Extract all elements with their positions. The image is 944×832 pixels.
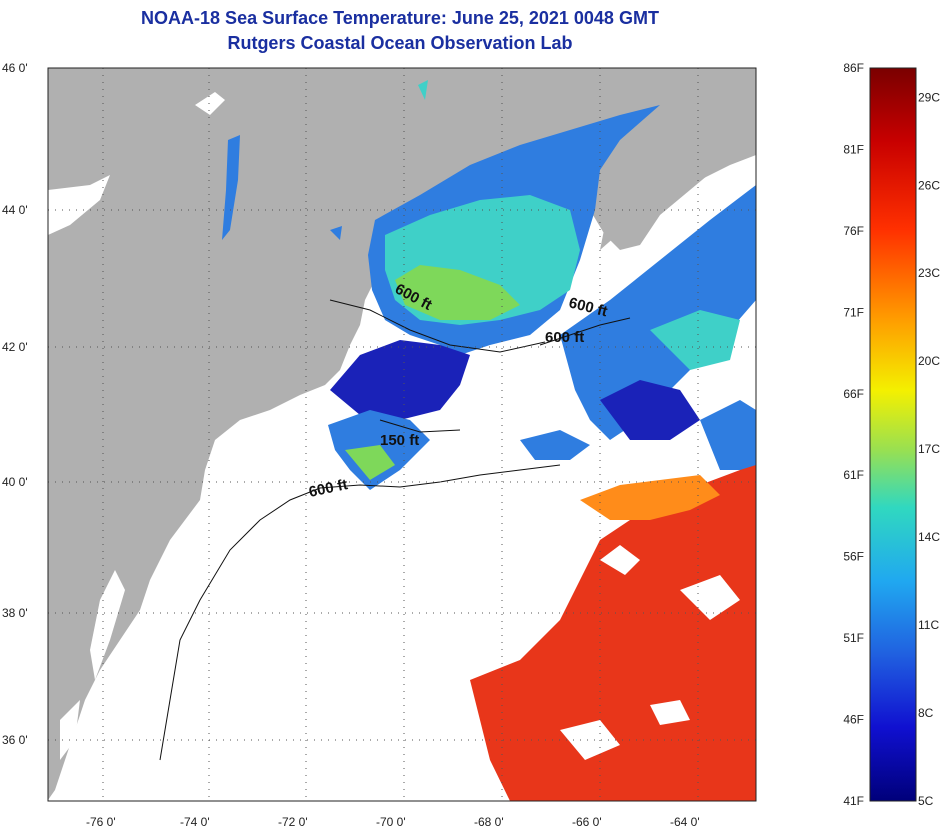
temperature-colorbar: 86F 81F 76F 71F 66F 61F 56F 51F 46F 41F 29C 26C 23C… [843, 61, 940, 808]
lon-tick-label: -76 0' [86, 815, 116, 829]
lon-axis: -76 0' -74 0' -72 0' -70 0' -68 0' -66 0… [86, 815, 700, 829]
colorbar-f-label: 51F [843, 631, 864, 645]
colorbar-c-labels: 29C 26C 23C 20C 17C 14C 11C 8C 5C [918, 90, 940, 808]
colorbar-c-label: 8C [918, 706, 934, 720]
lon-tick-label: -72 0' [278, 815, 308, 829]
colorbar-f-label: 46F [843, 713, 864, 727]
map-content [48, 68, 756, 801]
map-frame [47, 67, 757, 802]
colorbar-c-label: 17C [918, 442, 940, 456]
colorbar-c-label: 26C [918, 178, 940, 192]
colorbar-f-label: 66F [843, 387, 864, 401]
colorbar-gradient [869, 67, 917, 802]
map-subtitle: Rutgers Coastal Ocean Observation Lab [227, 33, 573, 53]
lat-tick-label: 44 0' [2, 203, 28, 217]
colorbar-c-label: 5C [918, 794, 934, 808]
colorbar-c-label: 23C [918, 266, 940, 280]
colorbar-f-labels: 86F 81F 76F 71F 66F 61F 56F 51F 46F 41F [843, 61, 864, 808]
lat-axis: 46 0' 44 0' 42 0' 40 0' 38 0' 36 0' [2, 61, 28, 747]
offshore-cool-band [560, 185, 756, 440]
bathymetry-contours [159, 299, 631, 761]
sst-map: 600 ft 600 ft 600 ft 150 ft 600 ft 46 0'… [2, 61, 757, 829]
lat-tick-label: 38 0' [2, 606, 28, 620]
colorbar-c-label: 20C [918, 354, 940, 368]
colorbar-c-label: 14C [918, 530, 940, 544]
lon-tick-label: -68 0' [474, 815, 504, 829]
colorbar-c-label: 11C [918, 618, 939, 632]
lon-tick-label: -64 0' [670, 815, 700, 829]
lat-tick-label: 36 0' [2, 733, 28, 747]
land-area [48, 68, 756, 800]
colorbar-f-label: 61F [843, 468, 864, 482]
map-title: NOAA-18 Sea Surface Temperature: June 25… [141, 8, 659, 28]
colorbar-f-label: 56F [843, 550, 864, 564]
lon-tick-label: -66 0' [572, 815, 602, 829]
colorbar-f-label: 76F [843, 224, 864, 238]
lat-tick-label: 40 0' [2, 475, 28, 489]
cold-water-patch [330, 340, 470, 420]
colorbar-f-label: 81F [843, 142, 864, 156]
colorbar-f-label: 71F [843, 305, 864, 319]
colorbar-f-label: 41F [843, 794, 864, 808]
lon-tick-label: -74 0' [180, 815, 210, 829]
nova-scotia [600, 68, 756, 250]
lon-tick-label: -70 0' [376, 815, 406, 829]
contour-label: 600 ft [545, 329, 584, 346]
lat-tick-label: 42 0' [2, 340, 28, 354]
contour-label: 150 ft [380, 432, 419, 449]
colorbar-c-label: 29C [918, 90, 940, 104]
colorbar-f-label: 86F [843, 61, 864, 75]
lat-tick-label: 46 0' [2, 61, 28, 75]
